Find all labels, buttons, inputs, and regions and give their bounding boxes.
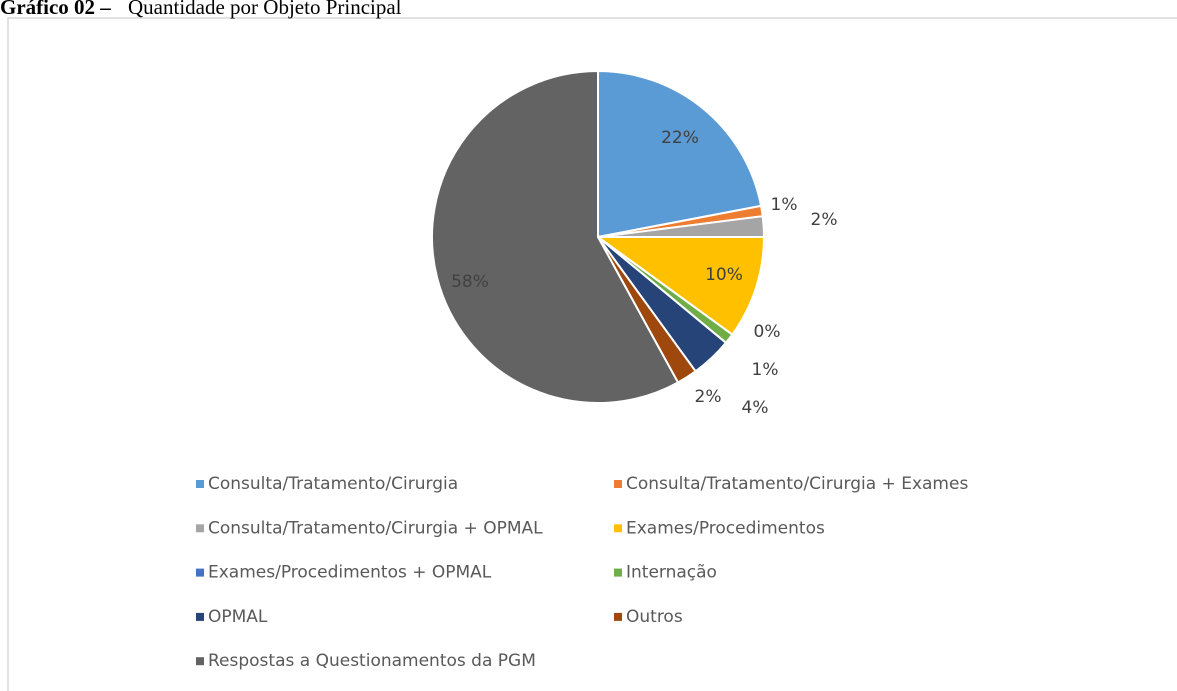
- chart-subtitle: Quantidade por Objeto Principal: [128, 0, 402, 19]
- chart-title: Gráfico 02 –: [0, 0, 111, 19]
- pie-slice: [597, 69, 763, 239]
- legend-swatch: [196, 524, 204, 533]
- pie-slice: [594, 236, 766, 336]
- data-label: 2%: [811, 210, 838, 230]
- legend-label: Outros: [626, 607, 683, 627]
- legend-swatch: [614, 524, 622, 533]
- legend-label: OPMAL: [208, 607, 268, 627]
- legend-label: Exames/Procedimentos: [626, 518, 825, 538]
- legend-swatch: [196, 657, 204, 666]
- data-label: 1%: [771, 195, 798, 215]
- legend-swatch: [614, 480, 622, 488]
- data-label: 10%: [705, 265, 743, 285]
- legend-label: Respostas a Questionamentos da PGM: [208, 651, 536, 671]
- legend-swatch: [614, 568, 622, 577]
- pie-slice: [431, 69, 680, 404]
- data-label: 58%: [451, 272, 489, 292]
- data-label: 2%: [695, 387, 722, 407]
- legend-swatch: [614, 612, 622, 621]
- legend-label: Consulta/Tratamento/Cirurgia + OPMAL: [208, 518, 543, 538]
- legend-label: Internação: [626, 563, 717, 583]
- legend-label: Exames/Procedimentos + OPMAL: [208, 563, 492, 583]
- legend-label: Consulta/Tratamento/Cirurgia: [208, 474, 458, 494]
- data-label: 1%: [752, 360, 779, 380]
- data-label: 22%: [661, 128, 699, 148]
- data-label: 4%: [742, 398, 769, 418]
- legend-label: Consulta/Tratamento/Cirurgia + Exames: [626, 474, 968, 494]
- legend-swatch: [196, 480, 204, 488]
- data-label: 0%: [754, 322, 781, 342]
- legend-swatch: [196, 568, 204, 577]
- legend-swatch: [196, 612, 204, 621]
